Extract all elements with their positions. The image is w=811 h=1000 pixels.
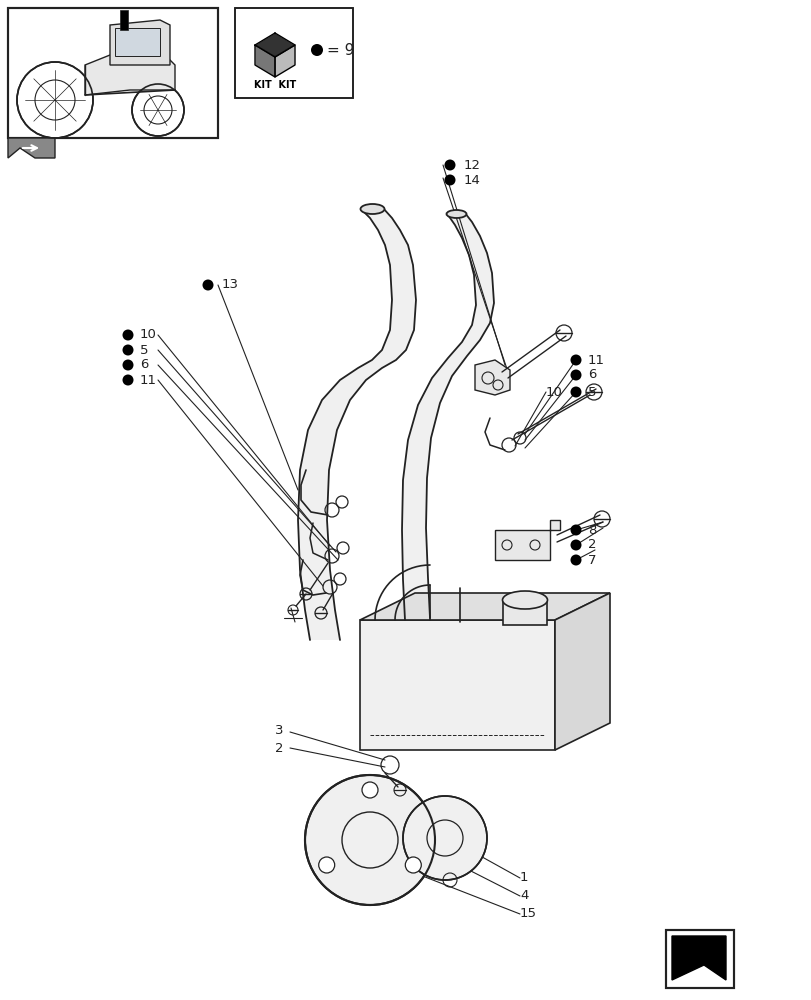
Bar — [665, 930, 733, 988]
Text: 5: 5 — [587, 385, 596, 398]
Text: 11: 11 — [587, 354, 604, 366]
Circle shape — [570, 355, 581, 365]
Ellipse shape — [446, 210, 466, 218]
Text: 2: 2 — [587, 538, 596, 552]
Text: 10: 10 — [139, 328, 157, 342]
Polygon shape — [8, 138, 55, 158]
Polygon shape — [85, 55, 175, 95]
Circle shape — [570, 369, 581, 380]
Bar — [8, 8, 217, 138]
Text: 5: 5 — [139, 344, 148, 357]
Polygon shape — [359, 593, 609, 620]
Text: 13: 13 — [221, 278, 238, 292]
Polygon shape — [554, 593, 609, 750]
Text: 2: 2 — [275, 742, 283, 754]
Circle shape — [311, 44, 323, 56]
Text: 15: 15 — [519, 907, 536, 920]
Text: 6: 6 — [139, 359, 148, 371]
Circle shape — [17, 62, 93, 138]
Text: 3: 3 — [275, 724, 283, 736]
Ellipse shape — [502, 591, 547, 609]
Bar — [234, 8, 353, 98]
Bar — [115, 28, 160, 56]
Polygon shape — [672, 936, 725, 980]
Circle shape — [122, 330, 133, 340]
Polygon shape — [275, 45, 294, 77]
Text: 6: 6 — [587, 368, 595, 381]
Polygon shape — [502, 600, 547, 625]
Text: 4: 4 — [519, 889, 528, 902]
Text: 7: 7 — [587, 554, 596, 566]
Text: = 9: = 9 — [327, 43, 354, 58]
Circle shape — [305, 775, 435, 905]
Bar — [120, 10, 128, 30]
Text: 1: 1 — [519, 871, 528, 884]
Circle shape — [570, 540, 581, 550]
Ellipse shape — [360, 204, 384, 214]
Text: 11: 11 — [139, 373, 157, 386]
Circle shape — [444, 159, 455, 171]
Text: KIT  KIT: KIT KIT — [254, 80, 296, 90]
Text: 10: 10 — [545, 385, 562, 398]
Text: 12: 12 — [463, 159, 480, 172]
Polygon shape — [359, 620, 554, 750]
Bar — [665, 930, 733, 988]
Circle shape — [405, 857, 421, 873]
Text: 8: 8 — [587, 524, 595, 536]
Bar — [8, 8, 217, 138]
Circle shape — [444, 174, 455, 186]
Circle shape — [122, 374, 133, 385]
Circle shape — [570, 524, 581, 536]
Polygon shape — [255, 33, 294, 57]
Circle shape — [362, 782, 378, 798]
Polygon shape — [401, 213, 493, 620]
Circle shape — [132, 84, 184, 136]
Polygon shape — [109, 20, 169, 65]
Polygon shape — [495, 520, 560, 560]
Circle shape — [570, 554, 581, 566]
Polygon shape — [474, 360, 509, 395]
Polygon shape — [298, 208, 415, 640]
Circle shape — [122, 360, 133, 370]
Circle shape — [202, 279, 213, 290]
Circle shape — [402, 796, 487, 880]
Circle shape — [570, 386, 581, 397]
Bar — [234, 8, 353, 98]
Circle shape — [122, 344, 133, 356]
Text: 14: 14 — [463, 174, 480, 187]
Polygon shape — [255, 45, 275, 77]
Circle shape — [318, 857, 334, 873]
